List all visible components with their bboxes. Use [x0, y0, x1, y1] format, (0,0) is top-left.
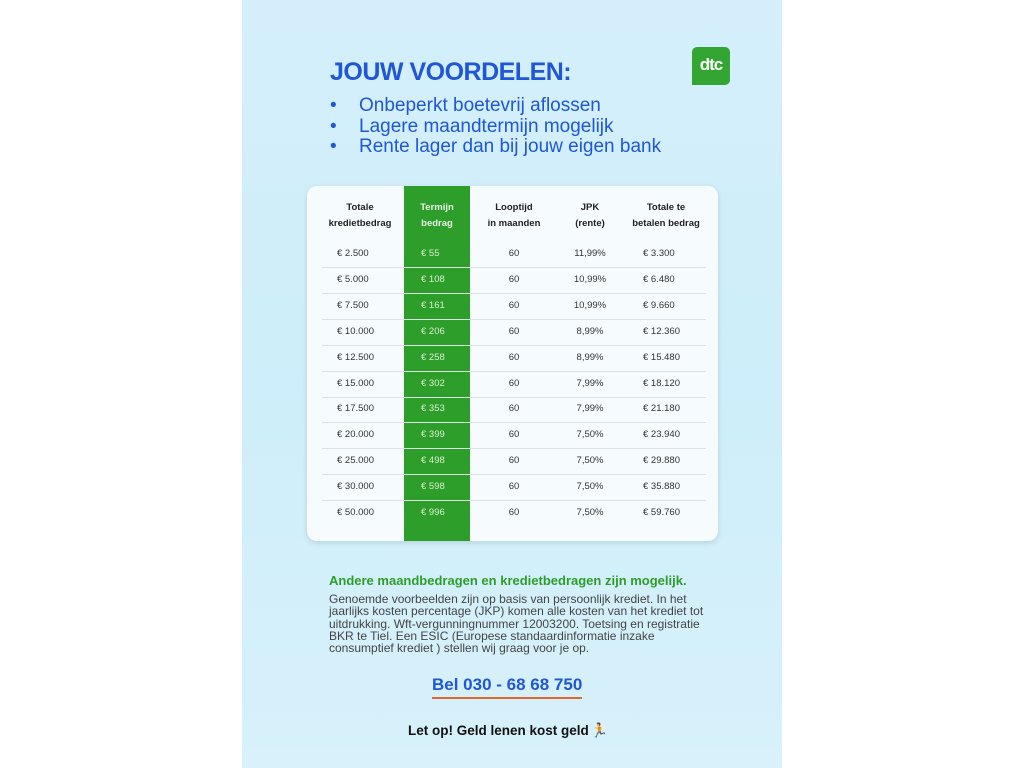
table-cell: € 996 [421, 507, 445, 518]
table-cell: € 161 [421, 299, 445, 311]
benefit-item: Rente lager dan bij jouw eigen bank [330, 136, 661, 158]
table-cell: 60 [508, 403, 520, 415]
table-cell: € 21.180 [643, 403, 680, 415]
table-cell: 7,50% [576, 481, 604, 493]
table-cell: € 353 [421, 403, 445, 415]
table-cell: € 399 [421, 429, 445, 441]
table-cell: € 10.000 [337, 325, 374, 337]
page-title: JOUW VOORDELEN: [330, 58, 572, 86]
table-cell: 60 [508, 299, 520, 311]
table-cell: 60 [508, 325, 520, 337]
table-cell: 7,99% [576, 377, 604, 389]
header-line: Termijn [420, 202, 454, 213]
row-divider [322, 318, 706, 320]
table-cell: € 35.880 [643, 481, 680, 493]
warning: Let op! Geld lenen kost geld 🏃 [408, 722, 608, 739]
warning-text: Let op! Geld lenen kost geld [408, 723, 589, 738]
column-header: Totale kredietbedrag [329, 200, 392, 232]
table-cell: € 598 [421, 481, 445, 493]
highlight-column [404, 186, 470, 541]
row-divider [322, 500, 706, 502]
table-cell: 10,99% [573, 273, 607, 285]
row-divider [322, 344, 706, 346]
table-cell: € 3.300 [643, 248, 675, 259]
phone-link[interactable]: Bel 030 - 68 68 750 [432, 675, 583, 699]
benefit-item: Lagere maandtermijn mogelijk [330, 116, 661, 138]
column-header: JPK (rente) [575, 200, 605, 232]
disclaimer: Genoemde voorbeelden zijn op basis van p… [329, 592, 704, 656]
table-cell: € 6.480 [643, 273, 675, 285]
table-cell: € 302 [421, 377, 445, 389]
table-cell: € 2.500 [337, 248, 369, 259]
table-cell: 60 [508, 273, 520, 285]
table-cell: 60 [508, 429, 520, 441]
row-divider [322, 370, 706, 372]
table-cell: € 30.000 [337, 481, 374, 493]
table-cell: 8,99% [576, 351, 604, 363]
header-line: Totale [346, 202, 374, 213]
table-cell: € 18.120 [643, 377, 680, 389]
note-title: Andere maandbedragen en kredietbedragen … [329, 573, 687, 588]
table-cell: 60 [508, 377, 520, 389]
table-cell: 60 [508, 507, 520, 518]
table-cell: 7,50% [576, 507, 604, 518]
benefit-item: Onbeperkt boetevrij aflossen [330, 95, 661, 117]
table-cell: 7,50% [576, 429, 604, 441]
column-header: Looptijd in maanden [488, 200, 541, 232]
table-cell: 8,99% [576, 325, 604, 337]
table-cell: 60 [508, 351, 520, 363]
table-cell: € 59.760 [643, 507, 680, 518]
table-cell: € 5.000 [337, 273, 369, 285]
table-cell: € 498 [421, 455, 445, 467]
header-line: kredietbedrag [328, 218, 392, 229]
table-cell: € 29.880 [643, 455, 680, 467]
header-line: betalen bedrag [632, 218, 700, 229]
table-cell: € 20.000 [337, 429, 374, 441]
row-divider [322, 267, 706, 268]
table-cell: 60 [508, 248, 520, 259]
table-cell: € 12.360 [643, 325, 680, 337]
header-line: JPK [580, 202, 600, 213]
header-line: (rente) [575, 218, 605, 229]
table-cell: € 258 [421, 351, 445, 363]
table-cell: € 50.000 [337, 507, 374, 518]
benefits-list: Onbeperkt boetevrij aflossen Lagere maan… [330, 95, 661, 158]
table-cell: € 15.480 [643, 351, 680, 363]
table-cell: 11,99% [574, 248, 606, 259]
table-cell: € 15.000 [337, 377, 374, 389]
column-header: Termijn bedrag [420, 200, 454, 232]
header-line: in maanden [487, 218, 541, 229]
row-divider [322, 292, 706, 294]
dtc-logo: dtc [692, 47, 730, 85]
table-cell: € 12.500 [337, 351, 374, 363]
running-man-icon: 🏃 [590, 722, 609, 738]
table-cell: € 108 [421, 273, 445, 285]
table-cell: € 55 [421, 248, 440, 259]
table-cell: € 17.500 [337, 403, 374, 415]
table-cell: 10,99% [573, 299, 607, 311]
table-cell: 60 [508, 481, 520, 493]
header-line: Totale te [646, 202, 686, 213]
header-line: Looptijd [495, 202, 533, 213]
table-cell: € 9.660 [643, 299, 675, 311]
column-header: Totale te betalen bedrag [632, 200, 700, 232]
table-cell: 7,99% [576, 403, 604, 415]
table-cell: € 206 [421, 325, 445, 337]
row-divider [322, 422, 706, 424]
row-divider [322, 474, 706, 476]
table-cell: € 25.000 [337, 455, 374, 467]
row-divider [322, 396, 706, 398]
table-cell: € 7.500 [337, 299, 369, 311]
table-cell: € 23.940 [643, 429, 680, 441]
row-divider [322, 448, 706, 450]
loan-table: Totale kredietbedrag Termijn bedrag Looptijd… [307, 186, 718, 541]
header-line: bedrag [421, 218, 453, 229]
table-cell: 7,50% [576, 455, 604, 467]
table-cell: 60 [508, 455, 520, 467]
flyer: JOUW VOORDELEN: dtc Onbeperkt boetevrij … [242, 0, 782, 768]
